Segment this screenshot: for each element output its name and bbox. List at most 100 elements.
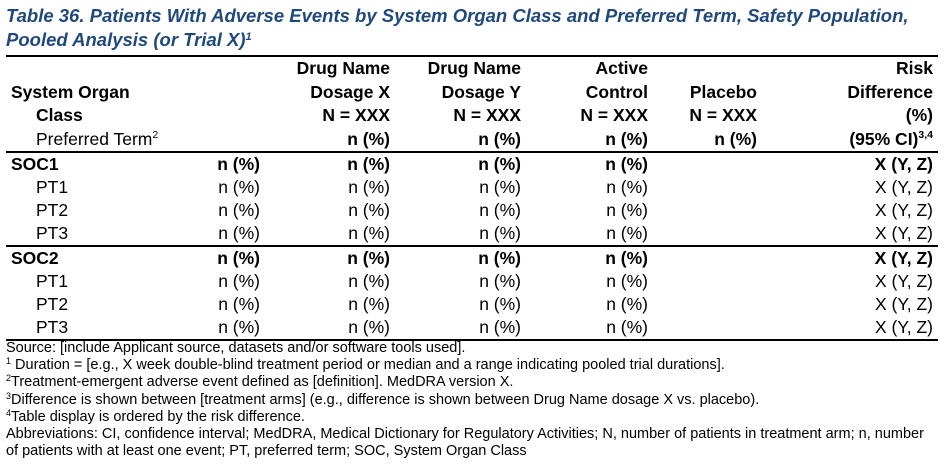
table-cell: n (%) [218,271,260,291]
title-footnote-marker: 1 [245,31,252,43]
header-risk-line2: Difference [847,81,933,102]
pt-label: PT2 [36,200,69,220]
soc-label: SOC1 [11,154,59,174]
table-cell: X (Y, Z) [874,294,933,314]
soc-label: SOC2 [6,245,148,270]
table-cell: n (%) [265,316,395,341]
source-note: Source: [include Applicant source, datas… [6,340,466,356]
table-cell: n (%) [348,294,390,314]
table-cell [653,245,762,270]
table-cell: n (%) [526,245,653,270]
table-cell [653,222,762,246]
header-drug-x-line1: Drug Name [265,55,395,81]
table-cell: X (Y, Z) [874,200,933,220]
header-pt-footnote-marker: 2 [152,128,159,141]
soc-row: SOC1 n (%) n (%) n (%) n (%) X (Y, Z) [6,152,938,176]
table-cell: n (%) [606,223,648,243]
pt-row: PT1 n (%) n (%) n (%) n (%) X (Y, Z) [6,270,938,293]
footnote-4-text: Table display is ordered by the risk dif… [11,408,305,425]
table-cell: n (%) [395,245,526,270]
footnote-4: 4Table display is ordered by the risk di… [6,407,938,426]
header-drug-y-line1: Drug Name [395,55,526,81]
table-cell [653,199,762,222]
pt-label: PT3 [36,223,69,243]
table-cell: X (Y, Z) [762,316,938,341]
table-cell: n (%) [606,200,648,220]
table-cell [653,152,762,176]
header-row-4: Preferred Term2 n (%) n (%) n (%) n (%) … [6,127,938,153]
header-placebo-line1: Placebo [689,81,757,102]
table-cell: n (%) [479,294,521,314]
table-cell: n (%) [395,316,526,341]
pt-label: PT2 [36,294,69,314]
pt-row: PT3 n (%) n (%) n (%) n (%) X (Y, Z) [6,316,938,341]
header-drug-x-n: N = XXX [322,105,390,125]
header-risk-line3: (%) [905,105,933,125]
table-title-text: Table 36. Patients With Adverse Events b… [6,5,909,50]
header-soc-line2: Class [36,105,83,125]
header-risk-ci: (95% CI)3,4 [762,127,938,153]
table-cell: n (%) [606,271,648,291]
table-cell: X (Y, Z) [874,271,933,291]
footnote-1: 1 Duration = [e.g., X week double-blind … [6,357,938,374]
table-cell: n (%) [348,223,390,243]
table-cell: n (%) [478,154,521,174]
pt-label: PT1 [36,271,69,291]
footnotes: Source: [include Applicant source, datas… [6,340,938,460]
table-cell: n (%) [606,177,648,197]
footnote-1-text: Duration = [e.g., X week double-blind tr… [15,357,725,374]
table-cell: n (%) [479,177,521,197]
table-body: SOC1 n (%) n (%) n (%) n (%) X (Y, Z) PT1 n (%)… [6,152,938,341]
footnote-2-marker: 2 [6,373,12,384]
table-cell [653,270,762,293]
header-drug-x-unit: n (%) [265,127,395,153]
header-drug-x-line2: Dosage X [310,81,390,102]
pt-label: PT3 [6,316,148,341]
header-risk-ci-text: (95% CI) [849,128,919,149]
header-preferred-term: Preferred Term2 [6,127,265,153]
footnote-3-text: Difference is shown between [treatment a… [11,391,760,408]
footnote-2: 2Treatment-emergent adverse event define… [6,374,938,391]
table-cell: n (%) [479,271,521,291]
header-drug-y-n: N = XXX [453,105,521,125]
pt-row: PT1 n (%) n (%) n (%) n (%) X (Y, Z) [6,176,938,199]
pt-row: PT2 n (%) n (%) n (%) n (%) X (Y, Z) [6,293,938,316]
table-cell: n (%) [265,245,395,270]
pt-row: PT3 n (%) n (%) n (%) n (%) X (Y, Z) [6,222,938,246]
table-cell: n (%) [348,177,390,197]
soc-row: SOC2 n (%) n (%) n (%) n (%) X (Y, Z) [6,245,938,270]
table-cell: X (Y, Z) [762,245,938,270]
table-cell: n (%) [218,177,260,197]
header-active-line1: Active [526,55,653,81]
table-cell: n (%) [605,154,648,174]
table-cell [653,316,762,341]
header-preferred-term-text: Preferred Term [36,128,153,149]
table-cell: n (%) [348,271,390,291]
header-risk-footnote-marker: 3,4 [918,128,933,141]
table-cell: n (%) [479,200,521,220]
table-cell: n (%) [218,223,260,243]
adverse-events-table: Drug Name Drug Name Active Risk System O… [6,55,938,341]
table-cell [653,176,762,199]
footnote-1-marker: 1 [6,356,12,367]
table-cell: X (Y, Z) [874,177,933,197]
table-cell: n (%) [218,200,260,220]
footnote-4-marker: 4 [6,407,12,418]
table-cell: n (%) [479,223,521,243]
footnote-2-text: Treatment-emergent adverse event defined… [11,374,514,391]
table-cell: n (%) [347,154,390,174]
table-cell: X (Y, Z) [874,223,933,243]
abbreviations-note: Abbreviations: CI, confidence interval; … [6,426,924,460]
table-cell: n (%) [218,294,260,314]
header-placebo-unit: n (%) [653,127,762,153]
table-cell: n (%) [217,154,260,174]
header-risk-line1: Risk [762,55,938,81]
footnote-3-marker: 3 [6,390,12,401]
table-cell: n (%) [606,294,648,314]
pt-label: PT1 [36,177,69,197]
table-cell: n (%) [148,245,265,270]
header-active-line2: Control [585,81,648,102]
header-soc-line1: System Organ [11,81,130,102]
header-placebo-n: N = XXX [689,105,757,125]
table-header: Drug Name Drug Name Active Risk System O… [6,55,938,153]
